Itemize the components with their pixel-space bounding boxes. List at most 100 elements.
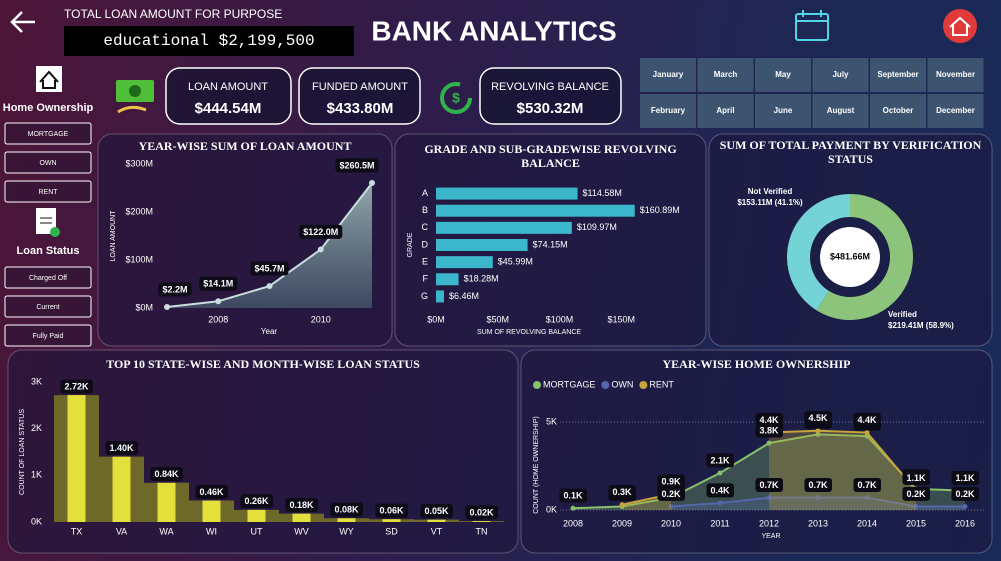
- kpi-card: REVOLVING BALANCE $530.32M: [479, 67, 622, 125]
- data-label: 0.9K: [661, 477, 681, 487]
- filter-button[interactable]: [4, 122, 92, 145]
- back-button[interactable]: [10, 11, 35, 33]
- chart-title: SUM OF TOTAL PAYMENT BY VERIFICATION STA…: [719, 138, 982, 166]
- data-label-box: [706, 453, 735, 468]
- arrow-head: [10, 11, 23, 33]
- month-button[interactable]: [870, 94, 926, 128]
- month-button[interactable]: [927, 58, 984, 92]
- month-label: September: [877, 70, 918, 79]
- slice-name: Verified: [888, 310, 917, 319]
- filter-title: Loan Status: [17, 245, 80, 257]
- month-label: October: [883, 106, 914, 115]
- data-label-box: [706, 483, 735, 498]
- data-label-box: [902, 471, 931, 486]
- axis-title: SUM OF REVOLVING BALANCE: [477, 329, 581, 336]
- kpi-value: $444.54M: [195, 100, 262, 117]
- x-tick-label: UT: [251, 526, 263, 536]
- bar: [337, 518, 356, 522]
- x-tick-label: TX: [71, 526, 83, 536]
- money-icon: [116, 80, 154, 114]
- data-label: 0.26K: [244, 496, 269, 506]
- bar: [202, 500, 221, 522]
- data-label: 0.7K: [808, 480, 828, 490]
- data-label: $18.28M: [464, 274, 499, 284]
- month-label: November: [936, 70, 975, 79]
- category-label: C: [422, 222, 429, 232]
- y-tick-label: $200M: [125, 206, 153, 216]
- data-label-box: [420, 504, 454, 519]
- data-label: 0.46K: [199, 487, 224, 497]
- data-label-box: [853, 478, 882, 493]
- data-label: 0.4K: [710, 485, 730, 495]
- data-label: 0.02K: [469, 507, 494, 517]
- month-button[interactable]: [927, 94, 984, 128]
- data-label-box: [755, 412, 784, 427]
- month-button[interactable]: [697, 58, 754, 92]
- filter-option: OWN: [39, 160, 56, 167]
- chart-title: YEAR-WISE SUM OF LOAN AMOUNT: [138, 139, 352, 153]
- x-tick-label: 2016: [955, 518, 975, 528]
- filter-option: RENT: [38, 189, 58, 196]
- x-tick-label: TN: [476, 526, 488, 536]
- filter-button[interactable]: [4, 324, 92, 347]
- data-label-box: [335, 158, 379, 173]
- filter-option: Charged Off: [29, 275, 67, 282]
- category-label: D: [422, 239, 429, 249]
- data-label: 2.72K: [64, 381, 89, 391]
- point: [766, 495, 772, 501]
- home-glyph: [949, 16, 971, 36]
- kpi-card: FUNDED AMOUNT $433.80M: [298, 67, 421, 125]
- data-label: $45.7M: [254, 263, 284, 273]
- month-label: January: [653, 70, 684, 79]
- month-button[interactable]: [640, 58, 696, 92]
- data-label: 4.4K: [759, 415, 779, 425]
- filter-button[interactable]: [4, 151, 92, 174]
- y-tick-label: $300M: [125, 158, 153, 168]
- data-label-box: [755, 423, 784, 438]
- x-tick-label: 2013: [808, 518, 828, 528]
- home-button[interactable]: [943, 9, 977, 43]
- filter-button[interactable]: [4, 295, 92, 318]
- data-label-box: [199, 276, 238, 291]
- month-button[interactable]: [812, 58, 869, 92]
- data-label: 0.7K: [759, 480, 779, 490]
- month-button[interactable]: [870, 58, 926, 92]
- data-label-box: [657, 474, 686, 489]
- x-tick-label: 2009: [612, 518, 632, 528]
- data-label: 0.2K: [955, 489, 975, 499]
- cycle-ring: [440, 82, 472, 114]
- filter-button[interactable]: [4, 266, 92, 289]
- filter-option: MORTGAGE: [28, 131, 69, 138]
- month-button[interactable]: [697, 94, 754, 128]
- data-label: 0.1K: [563, 491, 583, 501]
- y-tick-label: $0M: [135, 302, 153, 312]
- month-button[interactable]: [812, 94, 869, 128]
- data-label: $114.58M: [583, 188, 622, 198]
- point: [164, 303, 170, 310]
- data-label-box: [755, 478, 784, 493]
- month-button[interactable]: [755, 94, 811, 128]
- data-label: $122.0M: [303, 227, 338, 237]
- donut-slice: [787, 194, 850, 311]
- purpose-label: TOTAL LOAN AMOUNT FOR PURPOSE: [64, 7, 282, 21]
- x-tick-label: WI: [206, 526, 217, 536]
- point: [815, 428, 821, 434]
- filter-button[interactable]: [4, 180, 92, 203]
- month-button[interactable]: [640, 94, 696, 128]
- bar: [436, 221, 572, 234]
- legend-label: RENT: [649, 379, 674, 389]
- bar: [247, 509, 266, 522]
- y-tick-label: 3K: [31, 376, 42, 386]
- kpi-value: $433.80M: [327, 100, 394, 117]
- calendar-body: [795, 13, 829, 41]
- calendar-icon: [795, 10, 829, 41]
- month-button[interactable]: [755, 58, 811, 92]
- ownership-icon: [36, 66, 62, 92]
- bar: [112, 456, 131, 522]
- point: [317, 246, 324, 253]
- home-circle: [943, 9, 977, 43]
- data-label-box: [250, 261, 289, 276]
- axis-title: GRADE: [407, 232, 414, 257]
- cycle-glyph: $: [452, 90, 460, 106]
- point: [815, 431, 821, 437]
